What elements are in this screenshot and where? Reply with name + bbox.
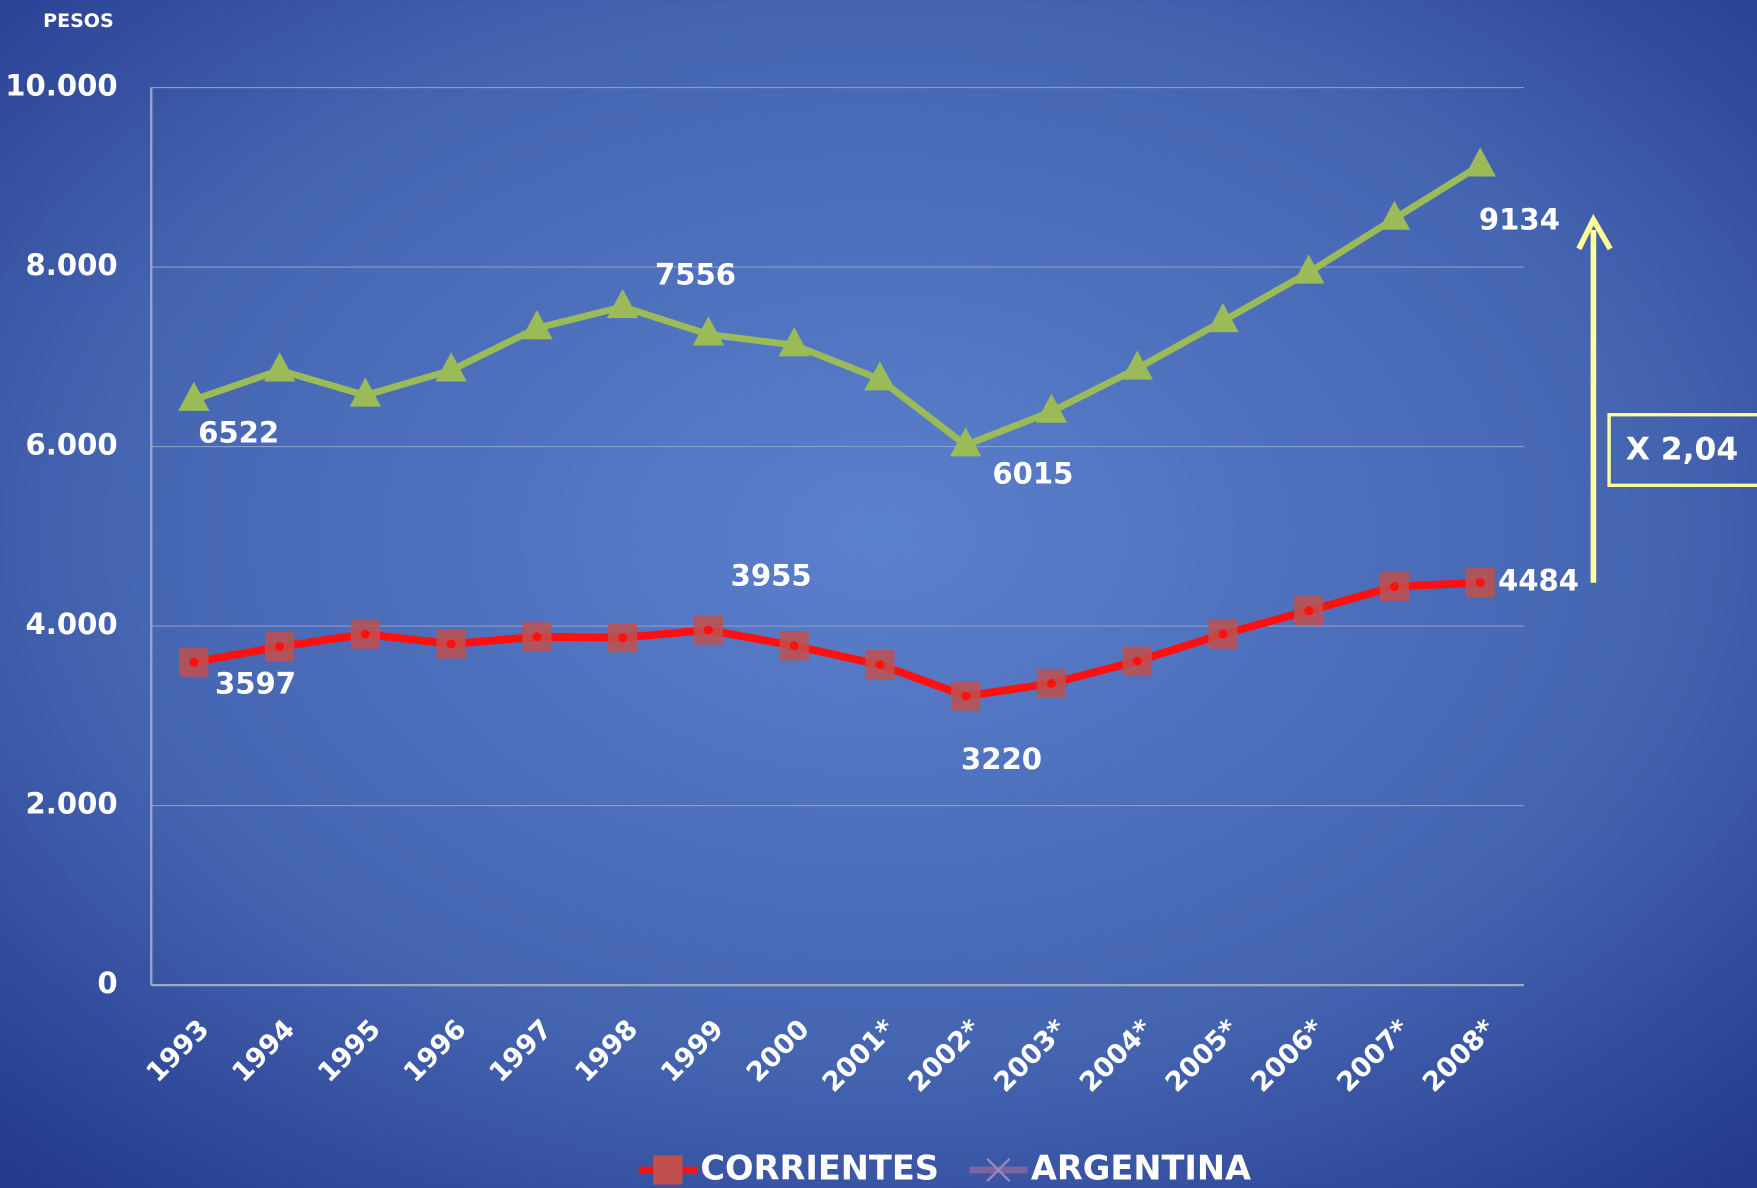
marker: [778, 327, 810, 357]
marker: [1378, 200, 1411, 230]
marker-dot: [789, 641, 799, 651]
marker-dot: [275, 642, 285, 652]
marker-dot: [1304, 606, 1314, 616]
data-label: 3955: [731, 558, 812, 592]
y-tick-label: 0: [97, 966, 117, 1000]
y-tick-label: 8.000: [26, 248, 118, 282]
y-axis-label: PESOS: [43, 10, 114, 32]
marker: [949, 427, 982, 457]
marker: [435, 352, 467, 382]
marker-dot: [961, 691, 971, 701]
legend-marker: [986, 1157, 1011, 1182]
marker: [692, 316, 725, 346]
legend-label: ARGENTINA: [1031, 1148, 1251, 1187]
legend-marker: [653, 1155, 683, 1185]
marker-dot: [532, 632, 542, 642]
marker: [1464, 147, 1496, 177]
marker-dot: [189, 657, 199, 667]
marker: [864, 361, 896, 391]
marker-dot: [1046, 679, 1056, 688]
data-label: 9134: [1479, 202, 1560, 236]
marker: [178, 381, 210, 411]
marker-dot: [703, 625, 713, 635]
marker: [521, 310, 553, 340]
legend-label: CORRIENTES: [700, 1148, 939, 1187]
marker: [349, 377, 382, 407]
marker-dot: [1218, 629, 1228, 639]
y-tick-label: 6.000: [26, 428, 118, 462]
marker-dot: [1389, 582, 1399, 592]
y-tick-label: 2.000: [26, 787, 118, 821]
y-tick-label: 10.000: [5, 69, 117, 103]
marker-dot: [360, 629, 370, 639]
series-line: [192, 162, 1483, 450]
marker: [606, 288, 639, 319]
series-line: [193, 578, 1481, 701]
annotation-box: [1607, 413, 1757, 487]
marker: [1121, 350, 1153, 380]
marker-dot: [1132, 656, 1142, 666]
y-tick-label: 4.000: [26, 607, 118, 641]
data-label: 7556: [655, 258, 736, 292]
marker: [1207, 302, 1239, 333]
data-label: 4484: [1498, 564, 1579, 598]
marker-dot: [446, 639, 456, 649]
data-label: 6522: [198, 415, 279, 449]
marker-dot: [618, 633, 628, 643]
data-label: 3220: [961, 742, 1042, 776]
arrow-head: [1576, 213, 1613, 251]
data-label: 6015: [992, 456, 1073, 490]
marker: [1293, 254, 1325, 284]
marker-dot: [875, 660, 885, 670]
data-label: 3597: [215, 667, 296, 701]
marker: [1035, 393, 1068, 423]
marker-dot: [1475, 578, 1485, 588]
annotation: X 2,04: [1626, 432, 1738, 468]
marker: [263, 352, 296, 382]
